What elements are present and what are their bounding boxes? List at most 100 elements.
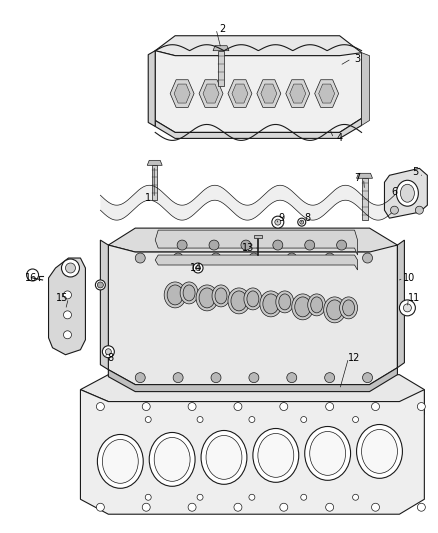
Ellipse shape xyxy=(244,288,262,310)
Ellipse shape xyxy=(361,430,397,473)
Circle shape xyxy=(173,373,183,383)
Polygon shape xyxy=(49,258,85,355)
Ellipse shape xyxy=(149,432,195,486)
Circle shape xyxy=(135,253,145,263)
Circle shape xyxy=(305,240,314,250)
Polygon shape xyxy=(203,84,219,103)
Polygon shape xyxy=(286,80,310,107)
Circle shape xyxy=(66,263,75,273)
Circle shape xyxy=(363,253,372,263)
Circle shape xyxy=(371,503,379,511)
Polygon shape xyxy=(155,36,361,71)
Polygon shape xyxy=(213,46,229,51)
Circle shape xyxy=(142,402,150,410)
Text: 16: 16 xyxy=(25,273,37,283)
Ellipse shape xyxy=(253,429,299,482)
Circle shape xyxy=(280,503,288,511)
Polygon shape xyxy=(155,51,361,132)
Circle shape xyxy=(61,259,79,277)
Polygon shape xyxy=(254,235,262,238)
Polygon shape xyxy=(148,51,155,126)
Text: 12: 12 xyxy=(348,353,361,363)
Circle shape xyxy=(273,240,283,250)
Ellipse shape xyxy=(167,285,183,305)
Polygon shape xyxy=(108,368,397,392)
Ellipse shape xyxy=(324,297,346,323)
Ellipse shape xyxy=(279,294,291,310)
Circle shape xyxy=(337,240,346,250)
Polygon shape xyxy=(361,53,370,125)
Circle shape xyxy=(275,219,281,225)
Circle shape xyxy=(287,253,297,263)
Polygon shape xyxy=(314,80,339,107)
Polygon shape xyxy=(232,84,248,103)
Circle shape xyxy=(97,282,103,288)
Circle shape xyxy=(298,218,306,226)
Ellipse shape xyxy=(327,300,343,320)
Ellipse shape xyxy=(400,184,414,202)
Text: 8: 8 xyxy=(305,213,311,223)
Ellipse shape xyxy=(231,291,247,311)
Polygon shape xyxy=(170,80,194,107)
Ellipse shape xyxy=(263,294,279,314)
Text: 3: 3 xyxy=(354,54,360,63)
Circle shape xyxy=(64,311,71,319)
Circle shape xyxy=(193,263,203,273)
Polygon shape xyxy=(155,230,357,255)
Polygon shape xyxy=(147,160,162,165)
Circle shape xyxy=(196,265,201,270)
Circle shape xyxy=(64,291,71,299)
Circle shape xyxy=(399,300,415,316)
Circle shape xyxy=(211,373,221,383)
Circle shape xyxy=(249,494,255,500)
Ellipse shape xyxy=(292,294,314,320)
Circle shape xyxy=(287,373,297,383)
Circle shape xyxy=(249,373,259,383)
Polygon shape xyxy=(361,178,367,220)
Circle shape xyxy=(135,373,145,383)
Polygon shape xyxy=(152,165,157,200)
Ellipse shape xyxy=(201,431,247,484)
Ellipse shape xyxy=(260,291,282,317)
Circle shape xyxy=(325,373,335,383)
Text: 2: 2 xyxy=(219,24,225,34)
Circle shape xyxy=(353,494,359,500)
Circle shape xyxy=(363,373,372,383)
Polygon shape xyxy=(290,84,306,103)
Circle shape xyxy=(145,494,151,500)
Circle shape xyxy=(142,503,150,511)
Polygon shape xyxy=(100,240,108,370)
Polygon shape xyxy=(357,173,372,178)
Ellipse shape xyxy=(183,285,195,301)
Polygon shape xyxy=(174,84,190,103)
Polygon shape xyxy=(155,118,361,139)
Ellipse shape xyxy=(102,439,138,483)
Text: 1: 1 xyxy=(145,193,151,203)
Ellipse shape xyxy=(206,435,242,479)
Circle shape xyxy=(325,253,335,263)
Polygon shape xyxy=(319,84,335,103)
Ellipse shape xyxy=(154,438,190,481)
Ellipse shape xyxy=(199,288,215,308)
Text: 13: 13 xyxy=(242,243,254,253)
Polygon shape xyxy=(199,80,223,107)
Circle shape xyxy=(96,503,104,511)
Ellipse shape xyxy=(164,282,186,308)
Circle shape xyxy=(326,402,334,410)
Polygon shape xyxy=(108,245,397,385)
Ellipse shape xyxy=(258,433,294,478)
Ellipse shape xyxy=(295,297,311,317)
Circle shape xyxy=(249,253,259,263)
Circle shape xyxy=(197,416,203,423)
Ellipse shape xyxy=(247,291,259,307)
Ellipse shape xyxy=(310,432,346,475)
Polygon shape xyxy=(100,185,395,220)
Ellipse shape xyxy=(308,294,326,316)
Polygon shape xyxy=(155,255,357,270)
Circle shape xyxy=(95,280,106,290)
Text: 11: 11 xyxy=(408,293,420,303)
Circle shape xyxy=(301,494,307,500)
Polygon shape xyxy=(81,390,424,514)
Circle shape xyxy=(188,503,196,511)
Circle shape xyxy=(177,240,187,250)
